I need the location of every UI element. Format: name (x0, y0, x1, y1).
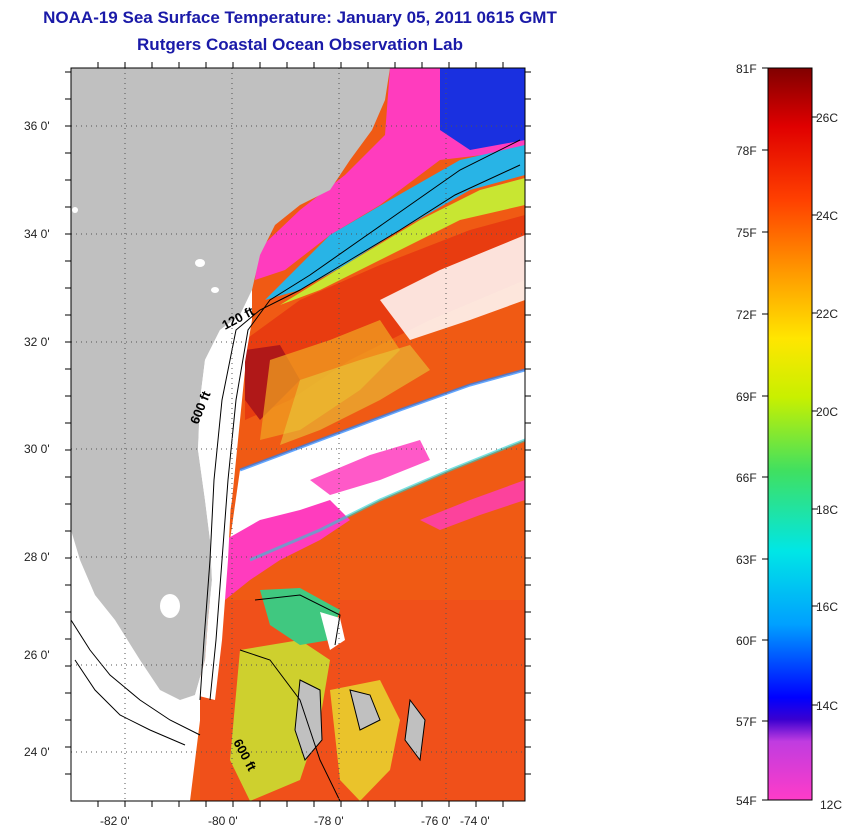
colorbar-c-16: 16C (816, 600, 839, 614)
colorbar-f-78: 78F (736, 144, 757, 158)
colorbar-f-66: 66F (736, 471, 757, 485)
lon-label-76: -76 0' (421, 814, 451, 828)
lon-label-82: -82 0' (100, 814, 130, 828)
lat-label-36: 36 0' (24, 119, 50, 133)
colorbar-f-69: 69F (736, 390, 757, 404)
lat-label-26: 26 0' (24, 648, 50, 662)
colorbar-c-24: 24C (816, 209, 839, 223)
colorbar-f-60: 60F (736, 634, 757, 648)
colorbar-c-12: 12C (820, 798, 843, 812)
lat-label-34: 34 0' (24, 227, 50, 241)
colorbar-f-72: 72F (736, 308, 757, 322)
colorbar-f-57: 57F (736, 715, 757, 729)
colorbar-c-22: 22C (816, 307, 839, 321)
map-frame (70, 67, 526, 802)
colorbar-f-54: 54F (736, 794, 757, 808)
colorbar-f-63: 63F (736, 553, 757, 567)
isobath-120ft (209, 139, 521, 701)
colorbar-c-14: 14C (816, 699, 839, 713)
map-subtitle: Rutgers Coastal Ocean Observation Lab (137, 35, 463, 54)
colorbar-c-26: 26C (816, 111, 839, 125)
colorbar-c-18: 18C (816, 503, 839, 517)
lon-label-80: -80 0' (208, 814, 238, 828)
land-mass (71, 68, 390, 700)
isobath-600ft (199, 164, 521, 701)
colorbar-c-20: 20C (816, 405, 839, 419)
map-title: NOAA-19 Sea Surface Temperature: January… (43, 8, 557, 27)
lat-label-32: 32 0' (24, 335, 50, 349)
lat-label-24: 24 0' (24, 745, 50, 759)
lon-label-78: -78 0' (314, 814, 344, 828)
colorbar-f-81: 81F (736, 62, 757, 76)
lat-label-28: 28 0' (24, 550, 50, 564)
colorbar-f-75: 75F (736, 226, 757, 240)
lat-label-30: 30 0' (24, 442, 50, 456)
bahamas-island (260, 588, 340, 645)
lon-label-74: -74 0' (460, 814, 490, 828)
